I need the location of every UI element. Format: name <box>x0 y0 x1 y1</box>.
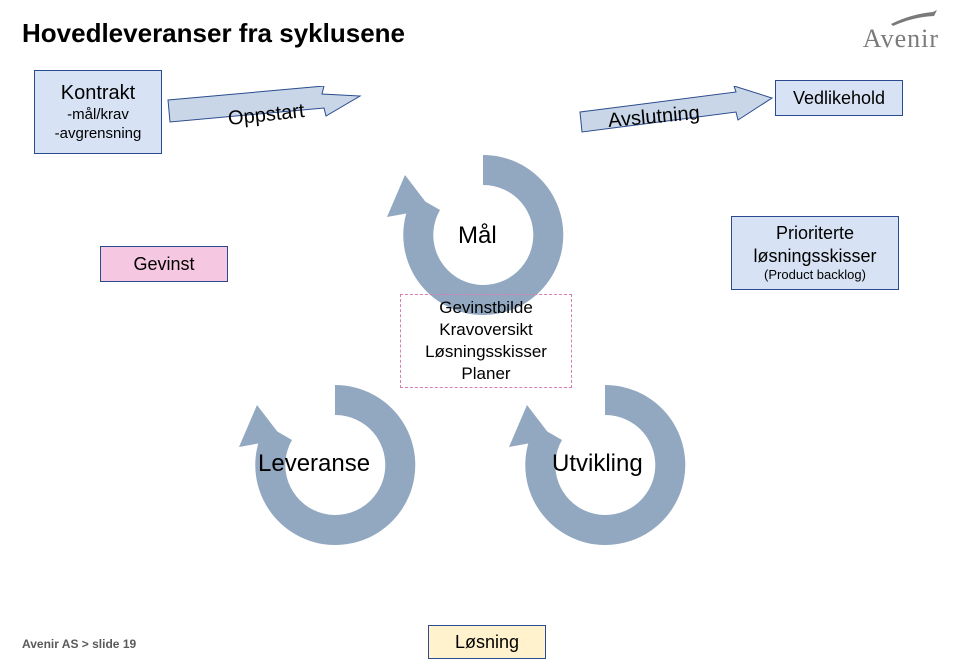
dashed-line3: Løsningsskisser <box>425 341 547 363</box>
gevinst-label: Gevinst <box>133 253 194 276</box>
vedlikehold-label: Vedlikehold <box>793 87 885 110</box>
prioriterte-line1: Prioriterte <box>776 222 854 245</box>
dashed-box: Gevinstbilde Kravoversikt Løsningsskisse… <box>400 294 572 388</box>
logo-text: Avenir <box>863 24 939 53</box>
mal-label: Mål <box>458 222 497 250</box>
gevinst-box: Gevinst <box>100 246 228 282</box>
losning-box: Løsning <box>428 625 546 659</box>
logo: Avenir <box>863 10 939 54</box>
kontrakt-line2: -mål/krav <box>67 106 129 125</box>
kontrakt-line3: -avgrensning <box>55 125 142 144</box>
slide: Hovedleveranser fra syklusene Avenir Opp… <box>0 0 959 667</box>
kontrakt-box: Kontrakt -mål/krav -avgrensning <box>34 70 162 154</box>
dashed-line2: Kravoversikt <box>439 319 533 341</box>
vedlikehold-box: Vedlikehold <box>775 80 903 116</box>
slide-title: Hovedleveranser fra syklusene <box>22 18 405 49</box>
leveranse-label: Leveranse <box>258 450 370 478</box>
utvikling-label: Utvikling <box>552 450 643 478</box>
kontrakt-line1: Kontrakt <box>61 81 135 106</box>
dashed-line1: Gevinstbilde <box>439 297 533 319</box>
prioriterte-line2: løsningsskisser <box>753 245 876 268</box>
prioriterte-line3: (Product backlog) <box>764 267 866 283</box>
losning-label: Løsning <box>455 631 519 654</box>
prioriterte-box: Prioriterte løsningsskisser (Product bac… <box>731 216 899 290</box>
dashed-line4: Planer <box>461 363 510 385</box>
footer-text: Avenir AS > slide 19 <box>22 637 136 651</box>
